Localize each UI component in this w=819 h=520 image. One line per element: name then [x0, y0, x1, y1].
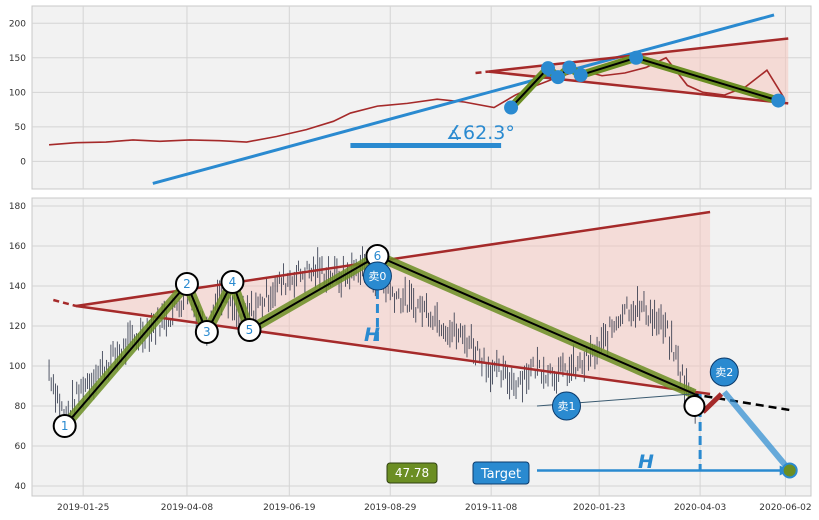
bottom-y-tick-label: 180 — [9, 202, 26, 212]
top-pivot-point — [504, 100, 519, 115]
top-pivot-point — [541, 61, 556, 76]
top-pivot-point — [550, 70, 565, 85]
x-tick-label: 2019-01-25 — [57, 503, 109, 513]
x-tick-label: 2020-04-03 — [674, 503, 726, 513]
sell-marker — [709, 357, 739, 387]
wave-label: 3 — [203, 325, 211, 339]
sell-marker — [362, 261, 392, 291]
breakout-marker — [701, 392, 724, 414]
wave-circle — [174, 272, 199, 296]
wave-circle — [237, 318, 262, 342]
angle-annotation: ∡62.3° — [446, 122, 515, 144]
top-trend-line — [152, 13, 775, 185]
height-label-target: H — [638, 451, 654, 473]
bottom-panel: 40 60 80 100 120 140 160 180 2019-01-25 2019-04-… — [9, 197, 812, 513]
x-tick-label: 2019-11-08 — [465, 503, 518, 513]
bottom-y-tick-label: 100 — [9, 362, 26, 372]
sell-marker — [551, 391, 581, 421]
target-path — [721, 390, 792, 473]
bottom-y-tick-label: 160 — [9, 242, 26, 252]
target-label: Target — [480, 467, 521, 482]
target-box: Target — [472, 461, 530, 485]
top-y-tick-label: 150 — [9, 54, 26, 64]
bottom-x-ticks: 2019-01-25 2019-04-08 2019-06-19 2019-08-29… — [57, 503, 812, 513]
wave-label: 6 — [374, 249, 382, 263]
target-point — [781, 462, 798, 479]
top-grid — [32, 6, 811, 189]
top-triangle-fill — [488, 38, 789, 104]
x-tick-label: 2020-01-23 — [573, 503, 625, 513]
sell-label: 卖1 — [557, 400, 575, 413]
wave-circle — [52, 414, 77, 438]
wave-label: 4 — [229, 275, 237, 289]
wave-label: 2 — [183, 277, 191, 291]
top-y-tick-label: 50 — [15, 123, 27, 133]
top-resistance-ext — [475, 70, 489, 75]
top-content — [48, 13, 789, 185]
top-pivot-point — [629, 50, 644, 65]
top-y-ticks: 0 50 100 150 200 — [9, 19, 26, 167]
wave-circle — [220, 270, 245, 294]
top-y-tick-label: 0 — [20, 157, 26, 167]
bottom-y-tick-label: 140 — [9, 282, 26, 292]
target-value-box: 47.78 — [386, 462, 438, 484]
bottom-support-line — [75, 304, 711, 396]
top-panel: 0 50 100 150 200 ∡62.3° — [9, 5, 812, 190]
projection-line — [691, 392, 790, 412]
top-y-tick-label: 100 — [9, 88, 26, 98]
bottom-y-tick-label: 60 — [15, 442, 27, 452]
top-pivot-point — [573, 68, 588, 83]
wave-label: 5 — [246, 323, 254, 337]
sell-label: 卖0 — [368, 270, 386, 283]
bottom-resistance-ext — [53, 298, 77, 308]
x-tick-label: 2019-08-29 — [364, 503, 417, 513]
target-value-label: 47.78 — [395, 466, 429, 480]
wave-circle — [194, 320, 219, 344]
top-pivot-point — [771, 93, 786, 108]
bottom-y-tick-label: 80 — [15, 402, 27, 412]
bottom-content: 1 2 3 4 5 6 卖0 卖1 卖2 — [48, 210, 798, 479]
breakout-circle — [683, 395, 706, 417]
top-y-tick-label: 200 — [9, 19, 26, 29]
top-pivot-point — [562, 60, 577, 75]
wave-label: 1 — [61, 419, 69, 433]
x-tick-label: 2020-06-02 — [759, 503, 811, 513]
x-tick-label: 2019-04-08 — [161, 503, 214, 513]
sell-label: 卖2 — [715, 366, 733, 379]
bottom-y-ticks: 40 60 80 100 120 140 160 180 — [9, 202, 26, 492]
bottom-triangle-fill — [76, 212, 711, 394]
height-label-main: H — [364, 324, 380, 346]
top-price-line — [48, 56, 785, 146]
bottom-y-tick-label: 120 — [9, 322, 26, 332]
x-tick-label: 2019-06-19 — [263, 503, 316, 513]
top-plot-frame — [31, 5, 812, 190]
bottom-y-tick-label: 40 — [15, 482, 27, 492]
